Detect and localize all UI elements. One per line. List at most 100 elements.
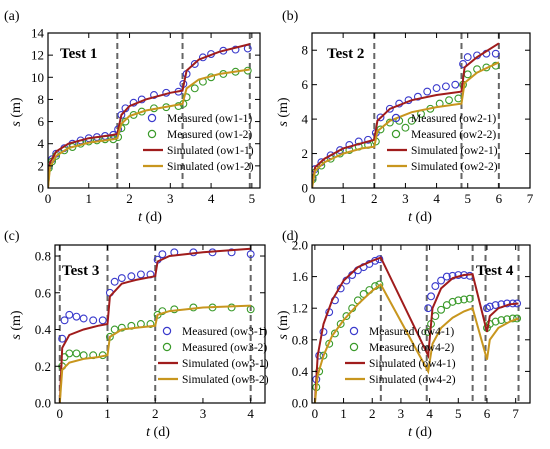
x-tick-label: 6 (484, 406, 491, 421)
y-axis-label: s (m) (276, 97, 291, 127)
measured-2-point (465, 294, 474, 303)
x-tick-label: 2 (152, 406, 159, 421)
panel-title: Test 2 (327, 46, 364, 62)
x-axis-label: t (d) (408, 425, 432, 440)
y-tick-label: 0.0 (35, 396, 51, 411)
measured-2-point (117, 323, 126, 332)
legend-marker (147, 113, 157, 123)
x-tick-label: 5 (455, 406, 462, 421)
legend-entry: Simulated (ow1-2) (167, 161, 254, 173)
simulated-2-line (312, 61, 500, 188)
legend-entry: Measured (ow1-1) (167, 113, 252, 125)
measured-2-point (376, 125, 385, 134)
panel-label: (b) (282, 9, 299, 24)
y-tick-label: 4 (38, 136, 45, 151)
chart-panel-4: 0 1 2 3 4 5 6 7 0.0 0.4 0.8 1.2 1.6 2.0 t (d) s (m) (d) T… (276, 229, 531, 440)
axes-frame (54, 244, 266, 404)
measured-1-point (437, 276, 446, 285)
simulated-2-line (313, 283, 519, 403)
measured-1-point (442, 272, 451, 281)
measured-1-point (58, 334, 67, 343)
legend-marker (391, 129, 401, 139)
legend-entry: Simulated (ow4-1) (369, 358, 456, 370)
x-tick-label: 1 (340, 406, 347, 421)
measured-2-point (65, 349, 74, 358)
legend-marker (349, 326, 359, 336)
measured-1-point (491, 301, 500, 309)
measured-2-point (359, 290, 368, 298)
y-tick-label: 6 (302, 77, 309, 92)
y-tick-label: 6 (38, 114, 45, 129)
measured-2-point (513, 314, 522, 323)
measured-1-point (136, 270, 145, 279)
y-tick-label: 4 (302, 112, 309, 127)
measured-1-point (246, 250, 255, 259)
measured-2-point (158, 307, 167, 316)
measured-2-point (491, 317, 500, 326)
measured-2-point (445, 96, 453, 105)
measured-1-point (459, 60, 467, 68)
simulated-2-line (58, 304, 251, 403)
x-tick-label: 4 (247, 406, 254, 421)
legend-entry: Measured (ow1-2) (167, 129, 252, 141)
x-tick-label: 4 (433, 191, 440, 206)
y-tick-label: 12 (31, 48, 44, 63)
y-tick-label: 8 (38, 92, 45, 107)
y-tick-label: 10 (31, 70, 44, 85)
panel-label: (d) (282, 229, 299, 244)
measured-1-point (79, 314, 88, 323)
x-tick-label: 3 (402, 191, 409, 206)
x-tick-label: 2 (369, 406, 376, 421)
measured-2-point (330, 329, 339, 338)
measured-1-point (72, 312, 81, 321)
simulated-1-line (312, 42, 500, 188)
measured-1-point (336, 146, 344, 155)
x-tick-label: 5 (464, 191, 471, 206)
x-tick-label: 0 (312, 406, 319, 421)
legend-entry: Simulated (ow2-1) (411, 145, 498, 157)
y-tick-label: 0.2 (35, 359, 51, 374)
y-tick-label: 0 (302, 181, 309, 196)
x-tick-label: 2 (371, 191, 378, 206)
legend-entry: Measured (ow3-1) (182, 326, 267, 338)
measured-1-point (376, 113, 385, 122)
legend-entry: Measured (ow4-1) (369, 326, 454, 338)
x-tick-label: 5 (249, 191, 256, 206)
panel-label: (c) (4, 229, 20, 244)
measured-2-point (497, 316, 506, 324)
measured-2-point (190, 84, 199, 93)
y-axis-label: s (m) (9, 97, 24, 127)
measured-1-point (190, 60, 199, 68)
y-tick-label: 8 (302, 43, 309, 58)
measured-2-point (182, 93, 191, 102)
simulated-1-line (313, 256, 519, 403)
x-tick-label: 3 (200, 406, 207, 421)
measured-1-point (110, 277, 119, 286)
measured-2-point (448, 297, 457, 306)
legend-entry: Measured (ow2-2) (411, 129, 496, 141)
measured-1-point (60, 316, 69, 325)
measured-2-point (424, 327, 433, 336)
panel-title: Test 4 (476, 263, 514, 279)
legend-entry: Simulated (ow2-2) (411, 161, 498, 173)
measured-2-point (227, 303, 236, 312)
simulated-1-line (58, 247, 251, 403)
measured-1-point (423, 87, 432, 96)
simulated-1-line (48, 43, 251, 188)
axes-frame (47, 32, 261, 189)
chart-panel-2: 0 1 2 3 4 5 6 7 0 2 4 6 8 t (d) s (m) (b) Test 2 Measured… (276, 9, 534, 225)
measured-1-point (485, 302, 494, 311)
measured-1-point (150, 91, 158, 99)
x-tick-label: 4 (426, 406, 433, 421)
x-tick-label: 1 (340, 191, 347, 206)
measured-1-point (89, 316, 98, 325)
y-tick-label: 2.0 (292, 238, 308, 253)
panel-label: (a) (4, 9, 20, 24)
legend-marker (147, 129, 157, 139)
measured-1-point (441, 82, 450, 91)
chart-panel-3: 0 1 2 3 4 0.0 0.2 0.4 0.6 0.8 t (d) s (m) (c) Test 3 M… (4, 229, 269, 440)
y-axis-label: s (m) (9, 310, 24, 340)
measured-2-point (146, 320, 155, 328)
x-axis-label: t (d) (138, 210, 162, 225)
